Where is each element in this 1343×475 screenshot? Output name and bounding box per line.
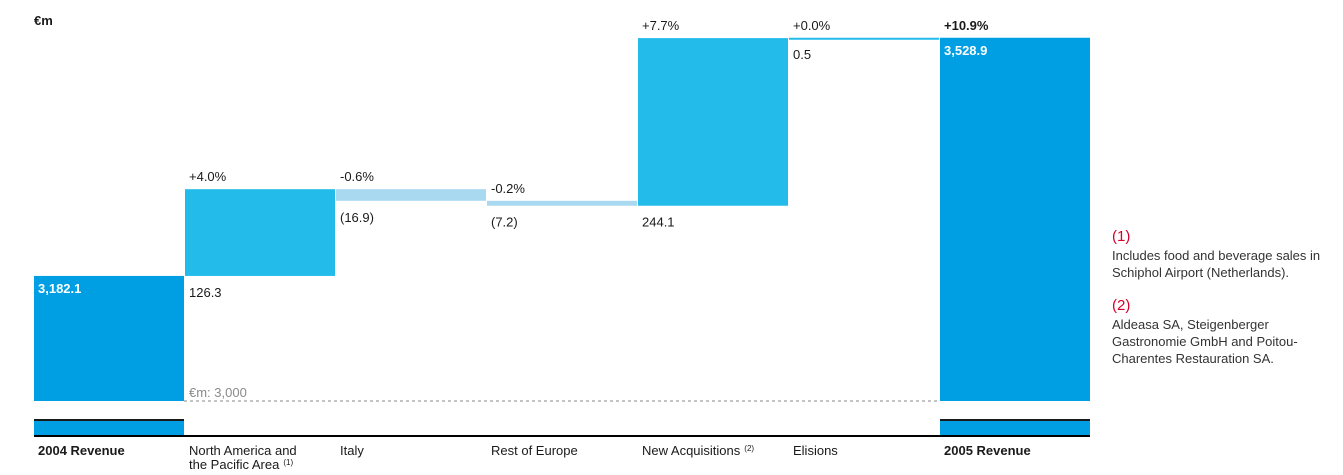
bar-1: [185, 189, 335, 276]
percent-label-6: +10.9%: [944, 18, 989, 33]
bar-5: [789, 37, 939, 40]
footnotes: (1) Includes food and beverage sales in …: [1112, 228, 1342, 383]
category-labels: 2004 Revenue North America and the Pacific…: [38, 443, 1031, 472]
category-label-2: Italy: [340, 443, 364, 458]
category-label-3: Rest of Europe: [491, 443, 578, 458]
unit-label: €m: [34, 13, 53, 28]
bar-2: [336, 189, 486, 201]
footnote-text: Aldeasa SA, Steigenberger Gastronomie Gm…: [1112, 317, 1298, 366]
footnote-2: (2) Aldeasa SA, Steigenberger Gastronomi…: [1112, 297, 1342, 367]
footnote-1: (1) Includes food and beverage sales in …: [1112, 228, 1342, 281]
percent-label-2: -0.6%: [340, 169, 374, 184]
waterfall-chart: €m €m: 3,000 3,182.1 126.3 (16.9) (7.2) 244.…: [34, 13, 1090, 472]
baseline-label: €m: 3,000: [189, 385, 247, 400]
value-label-6: 3,528.9: [944, 43, 987, 58]
value-label-2: (16.9): [340, 210, 374, 225]
percent-label-4: +7.7%: [642, 18, 680, 33]
category-label-4: New Acquisitions (2): [642, 443, 754, 458]
bars: [34, 37, 1090, 402]
percent-label-5: +0.0%: [793, 18, 831, 33]
value-label-5: 0.5: [793, 47, 811, 62]
bar-0: [34, 275, 184, 401]
axis-break: [34, 419, 1090, 436]
bar-4: [638, 38, 788, 206]
axis-break-stub-0: [34, 421, 184, 436]
value-label-1: 126.3: [189, 285, 222, 300]
percent-label-3: -0.2%: [491, 181, 525, 196]
percent-label-1: +4.0%: [189, 169, 227, 184]
category-label-0: 2004 Revenue: [38, 443, 125, 458]
axis-break-stub-6: [940, 421, 1090, 436]
footnote-mark: (1): [1112, 228, 1131, 245]
value-label-4: 244.1: [642, 215, 675, 230]
percent-labels: +4.0% -0.6% -0.2% +7.7% +0.0% +10.9%: [189, 18, 989, 196]
bar-3: [487, 200, 637, 206]
footnote-mark: (2): [1112, 297, 1131, 314]
value-labels: 3,182.1 126.3 (16.9) (7.2) 244.1 0.5 3,528.9: [38, 43, 987, 300]
bar-6: [940, 37, 1090, 402]
category-label-6: 2005 Revenue: [944, 443, 1031, 458]
value-label-3: (7.2): [491, 215, 518, 230]
category-label-1: North America and the Pacific Area (1): [189, 443, 297, 472]
category-label-5: Elisions: [793, 443, 838, 458]
footnote-text: Includes food and beverage sales in Schi…: [1112, 248, 1321, 280]
value-label-0: 3,182.1: [38, 281, 81, 296]
